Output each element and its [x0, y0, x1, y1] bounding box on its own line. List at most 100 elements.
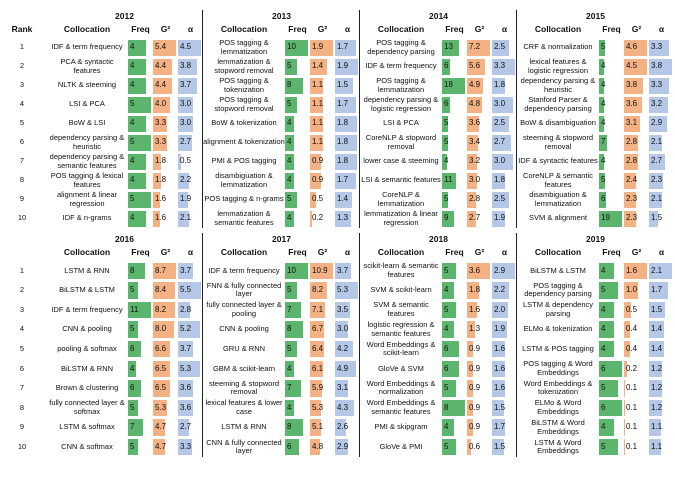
value: 1.4: [651, 324, 663, 334]
value-bar: [128, 134, 151, 151]
column-header: G²: [317, 246, 328, 257]
value-bar: [285, 301, 302, 319]
value: 5: [444, 265, 449, 275]
column-header: G²: [160, 246, 171, 257]
value-bar: [128, 438, 139, 456]
value: 1.2: [651, 383, 663, 393]
value-bar: [285, 340, 297, 358]
value: 1.1: [651, 422, 663, 432]
value: 0.6: [469, 441, 481, 451]
value-bar: [649, 340, 665, 358]
value: 1.2: [651, 363, 663, 373]
value-bar: [649, 419, 662, 436]
value-bar: [285, 77, 304, 94]
value: 3.0: [494, 156, 506, 166]
value-bar: [442, 191, 449, 208]
collocation: dependency parsing & semantic features: [49, 152, 125, 170]
value: 1.4: [337, 194, 349, 204]
collocation: ELMo & Word Embeddings: [534, 398, 582, 416]
value-bar: [153, 96, 171, 113]
value: 13: [444, 42, 453, 52]
value: 3.6: [180, 383, 192, 393]
value-bar: [624, 438, 626, 456]
value-bar: [467, 301, 478, 319]
value-bar: [599, 191, 607, 208]
value-bar: [599, 321, 615, 338]
value-bar: [178, 419, 190, 436]
value: 3.1: [337, 383, 349, 393]
value-bar: [492, 191, 510, 208]
year: 2014: [429, 10, 448, 21]
collocation: logistic regression & semantic features: [367, 320, 435, 338]
value: 3.3: [651, 42, 663, 52]
value: 1.8: [337, 137, 349, 147]
value: 3.3: [494, 61, 506, 71]
collocation: BoW & LSI: [68, 118, 106, 128]
value: 3.4: [469, 137, 481, 147]
value: 4: [601, 156, 606, 166]
collocation: BoW & disambiguation: [520, 118, 596, 128]
value: 3.1: [626, 118, 638, 128]
value: 2.9: [337, 441, 349, 451]
value-bar: [492, 39, 510, 56]
value-bar: [624, 191, 636, 208]
value-bar: [467, 96, 483, 113]
value-bar: [310, 438, 321, 456]
value: 6: [130, 383, 135, 393]
value: 3.8: [180, 61, 192, 71]
collocation: lemmatization & linear regression: [364, 209, 438, 227]
value-bar: [285, 39, 308, 56]
value-bar: [599, 282, 619, 299]
collocation: fully connected layer & softmax: [49, 398, 125, 416]
value-bar: [649, 77, 669, 94]
value: 1.3: [337, 213, 349, 223]
value: 1.6: [494, 343, 506, 353]
value: 1.9: [312, 42, 324, 52]
column-header: Freq: [288, 23, 307, 34]
column-header: α: [187, 23, 194, 34]
value-bar: [492, 340, 505, 358]
block-separator: [202, 10, 203, 228]
value-bar: [128, 96, 151, 113]
value-bar: [442, 399, 465, 417]
value: 5: [287, 285, 292, 295]
value: 7: [130, 422, 135, 432]
value-bar: [335, 134, 357, 151]
value-bar: [153, 419, 166, 436]
column-header: G²: [317, 23, 328, 34]
column-header: α: [658, 246, 665, 257]
collocation: POS tagging & dependency parsing: [367, 38, 435, 56]
collocation: BiLSTM & Word Embeddings: [531, 418, 585, 436]
value: 4: [130, 156, 135, 166]
value: 2.1: [180, 213, 192, 223]
value-bar: [310, 360, 323, 378]
value: 5.2: [180, 324, 192, 334]
value-bar: [467, 77, 483, 94]
value: 7.2: [469, 42, 481, 52]
value: 0.5: [312, 194, 324, 204]
value: 8.4: [155, 285, 167, 295]
value: 2.3: [651, 175, 663, 185]
value-bar: [442, 58, 450, 75]
value-bar: [285, 153, 295, 170]
value-bar: [128, 399, 139, 417]
value-bar: [442, 77, 465, 94]
collocation: lemmatization & stopword removal: [214, 57, 274, 75]
value: 4: [601, 265, 606, 275]
value-bar: [492, 77, 505, 94]
value-bar: [178, 39, 201, 56]
value-bar: [128, 210, 147, 227]
value: 4.6: [626, 42, 638, 52]
value-bar: [310, 210, 313, 227]
value-bar: [624, 172, 636, 189]
value-bar: [310, 321, 325, 338]
value-bar: [649, 96, 669, 113]
rank: 6: [19, 363, 25, 373]
value-bar: [335, 39, 356, 56]
value-bar: [467, 115, 479, 132]
collocation: GloVe & SVM: [378, 363, 424, 373]
value-bar: [649, 58, 672, 75]
column-header: G²: [474, 246, 485, 257]
value: 5: [130, 441, 135, 451]
value-bar: [335, 58, 358, 75]
